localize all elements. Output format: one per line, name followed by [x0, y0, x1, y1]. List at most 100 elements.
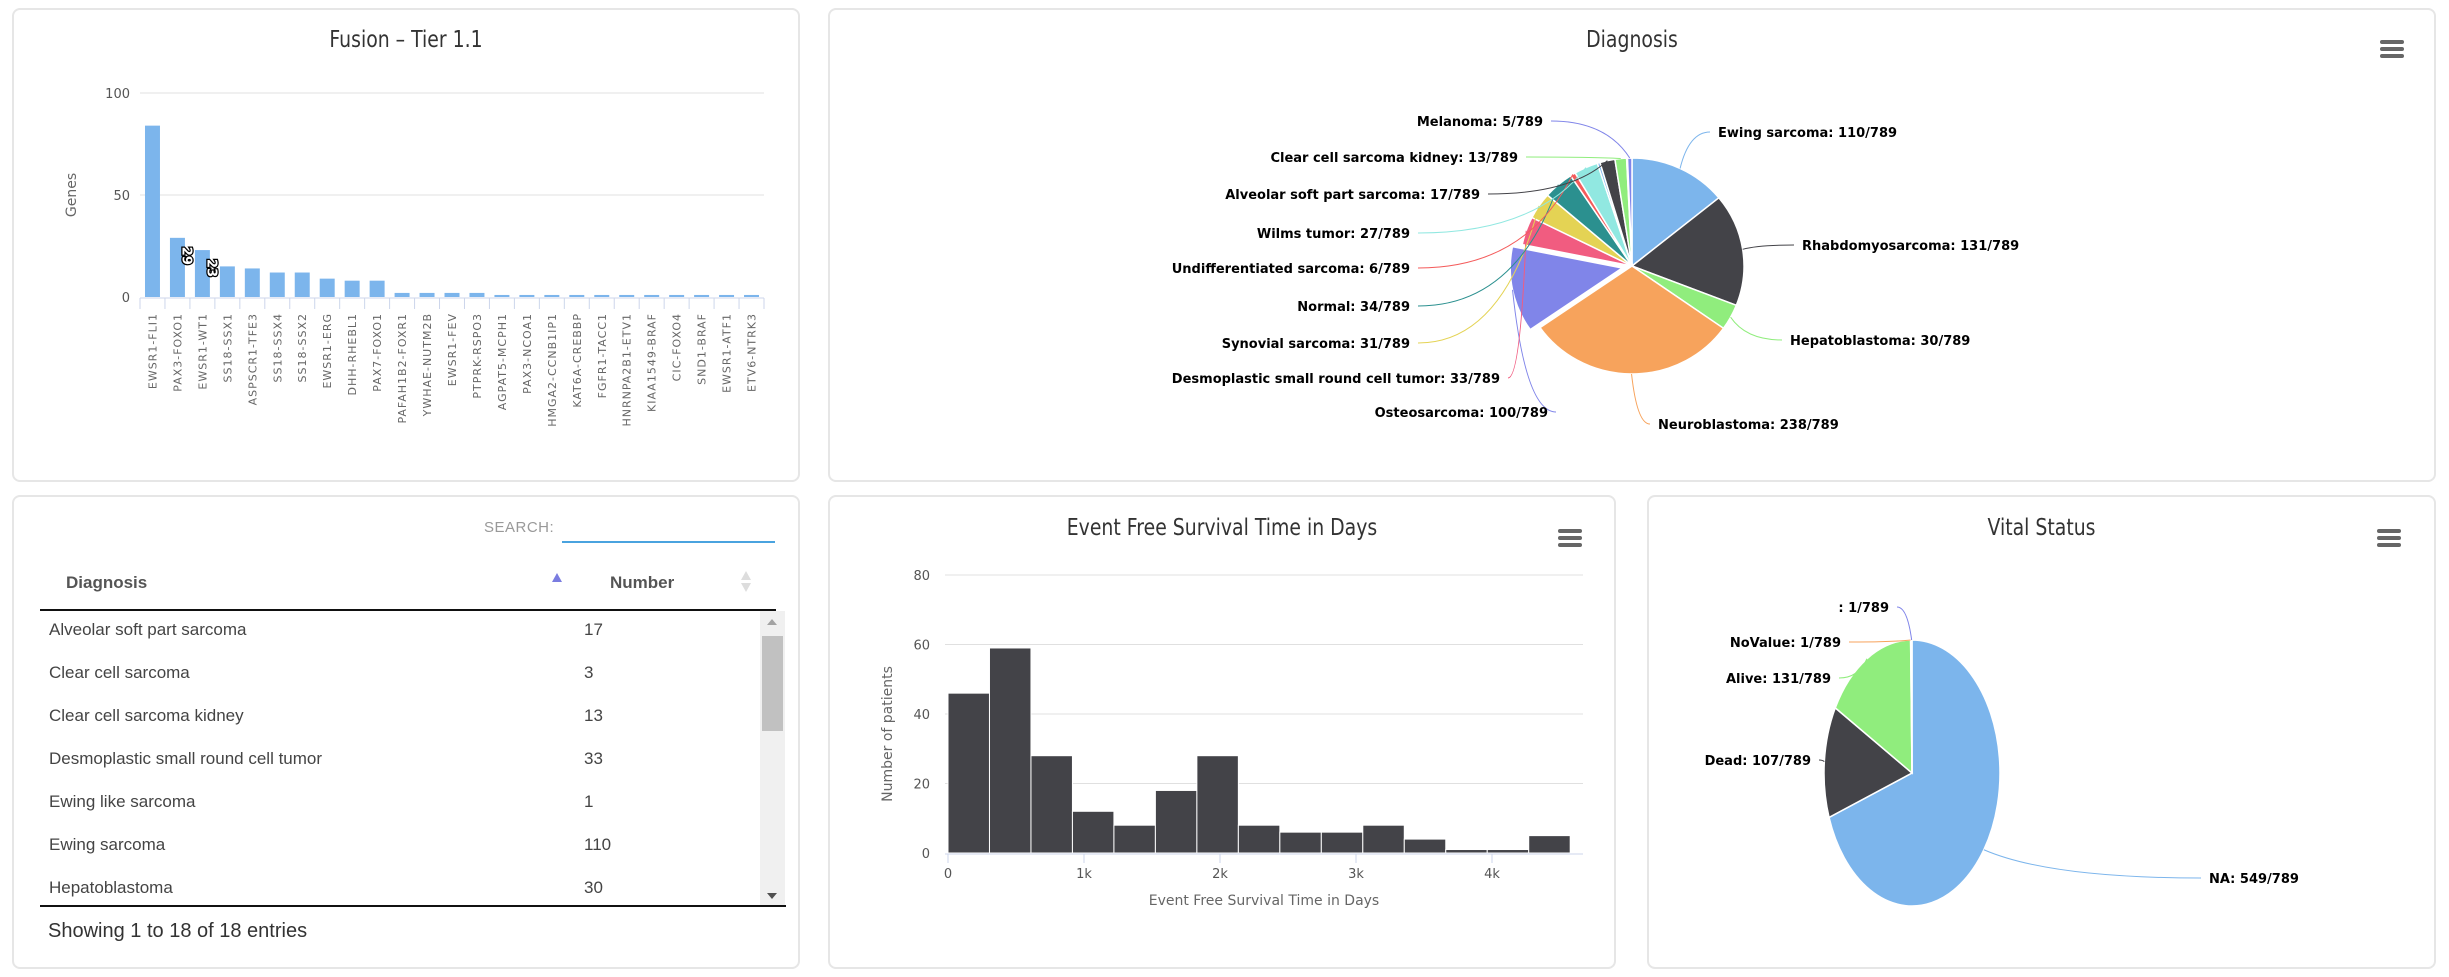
data-label: 23 [203, 259, 218, 277]
table-header: Diagnosis Number [40, 559, 776, 611]
histogram-bar [1071, 810, 1115, 854]
histogram-bar [1030, 755, 1073, 854]
histogram-bar [947, 692, 990, 854]
sort-ascending-icon[interactable] [552, 573, 562, 582]
y-tick-label: 60 [913, 639, 930, 654]
column-header-diagnosis[interactable]: Diagnosis [66, 573, 148, 592]
scroll-up-arrow-icon[interactable] [767, 619, 777, 625]
x-tick-label: 0 [944, 867, 952, 882]
pie-slice [1630, 196, 1745, 307]
cell-diagnosis: Hepatoblastoma [49, 878, 173, 897]
connector-line [1679, 131, 1711, 169]
table-scrollbar[interactable] [760, 611, 785, 905]
table-body: Alveolar soft part sarcoma 17 Clear cell s… [40, 611, 786, 907]
histogram-bar [1320, 831, 1364, 854]
sort-both-icon[interactable] [740, 571, 752, 595]
table-row[interactable]: Desmoplastic small round cell tumor 33 [40, 740, 786, 783]
y-axis-title: Number of patients [880, 666, 896, 802]
connector-line [1848, 639, 1912, 643]
search-input[interactable] [562, 511, 775, 543]
pie-data-label: Alveolar soft part sarcoma: 17/789 [1225, 188, 1480, 203]
table-row[interactable]: Hepatoblastoma 30 [40, 869, 786, 905]
bar [469, 292, 485, 297]
histogram-bar [1237, 824, 1281, 854]
bar [169, 237, 185, 297]
scroll-down-arrow-icon[interactable] [767, 893, 777, 899]
connector-line [1417, 167, 1587, 234]
histogram-bar [1362, 824, 1405, 854]
fusion-chart-panel: Fusion – Tier 1.1 0 50 100 Genes EWSR1-FLI1 P… [12, 8, 800, 482]
pie-data-label: NoValue: 1/789 [1730, 636, 1841, 651]
diagnosis-chart-panel: Diagnosis Ewing sarcoma: 110/789 Rhabdomy… [828, 8, 2436, 482]
y-tick-label: 20 [913, 778, 930, 793]
y-tick-label: 0 [922, 847, 930, 862]
scrollbar-thumb[interactable] [762, 636, 783, 731]
hamburger-menu-icon[interactable] [2380, 40, 2404, 62]
bar [519, 294, 535, 297]
x-tick-label: 3k [1348, 867, 1364, 882]
histogram-bar [988, 647, 1032, 854]
connector-line [1550, 120, 1631, 159]
table-row[interactable]: Ewing like sarcoma 1 [40, 783, 786, 826]
histogram-bar [1528, 835, 1571, 854]
x-tick-label: 1k [1076, 867, 1092, 882]
column-header-number[interactable]: Number [610, 573, 675, 592]
vital-status-pie-chart: NA: 549/789 Dead: 107/789 Alive: 131/789 No… [1705, 601, 2299, 907]
efs-chart-panel: Event Free Survival Time in Days 0 20 40 60… [828, 495, 1616, 969]
x-tick-label: HNRNPA2B1-ETV1 [621, 313, 634, 427]
x-tick-label: EWSR1-WT1 [196, 313, 209, 390]
x-tick-label: SS18-SSX1 [221, 313, 234, 382]
histogram-bar [1279, 831, 1322, 854]
connector-line [1417, 174, 1574, 269]
table-row[interactable]: Clear cell sarcoma kidney 13 [40, 697, 786, 740]
connector-line [1512, 289, 1557, 413]
cell-diagnosis: Desmoplastic small round cell tumor [49, 749, 323, 768]
bar [494, 294, 510, 297]
x-tick-label: ETV6-NTRK3 [746, 313, 759, 392]
connector-line [1525, 156, 1621, 160]
x-tick-label: SND1-BRAF [696, 313, 709, 385]
table-row[interactable]: Ewing sarcoma 110 [40, 826, 786, 869]
table-row[interactable]: Clear cell sarcoma 3 [40, 654, 786, 697]
cell-number: 33 [584, 749, 603, 768]
x-tick-label: 4k [1484, 867, 1500, 882]
connector-line [1818, 759, 1825, 762]
bar [269, 272, 285, 297]
cell-number: 3 [584, 663, 594, 682]
x-tick-label: PAX3-FOXO1 [171, 313, 184, 392]
hamburger-menu-icon[interactable] [2377, 529, 2401, 551]
bar [394, 292, 410, 297]
histogram-bar [1113, 824, 1156, 854]
bar [344, 280, 360, 297]
bar [319, 278, 335, 297]
histogram-bar [1486, 849, 1530, 854]
x-tick-label: EWSR1-FEV [446, 313, 459, 386]
bar [644, 294, 660, 297]
pie-data-label: Alive: 131/789 [1726, 672, 1831, 687]
cell-diagnosis: Ewing like sarcoma [49, 792, 196, 811]
connector-line [1730, 316, 1783, 341]
x-tick-label: EWSR1-ATF1 [721, 313, 734, 393]
bar [744, 294, 760, 297]
connector-line [1507, 230, 1527, 379]
hamburger-menu-icon[interactable] [1558, 529, 1582, 551]
x-tick-label: DHH-RHEBL1 [346, 313, 359, 396]
pie-slice [1828, 639, 2001, 907]
x-tick-label: PAX3-NCOA1 [521, 313, 534, 394]
y-tick-label: 50 [113, 189, 130, 204]
y-tick-label: 40 [913, 708, 930, 723]
pie-data-label: Wilms tumor: 27/789 [1257, 227, 1410, 242]
diagnosis-pie-chart: Ewing sarcoma: 110/789 Rhabdomyosarcoma: … [1172, 115, 2019, 433]
pie-data-label: Undifferentiated sarcoma: 6/789 [1172, 262, 1410, 277]
fusion-chart-title: Fusion – Tier 1.1 [329, 27, 483, 53]
connector-line [1896, 606, 1913, 641]
table-row[interactable]: Alveolar soft part sarcoma 17 [40, 611, 786, 654]
pie-data-label: Dead: 107/789 [1705, 754, 1811, 769]
x-tick-label: FGFR1-TACC1 [596, 313, 609, 398]
bar [694, 294, 710, 297]
y-tick-label: 0 [122, 291, 130, 306]
pie-data-label: Normal: 34/789 [1297, 300, 1410, 315]
cell-number: 1 [584, 792, 594, 811]
pie-data-label: Clear cell sarcoma kidney: 13/789 [1270, 151, 1518, 166]
x-axis-title: Event Free Survival Time in Days [1149, 893, 1379, 909]
